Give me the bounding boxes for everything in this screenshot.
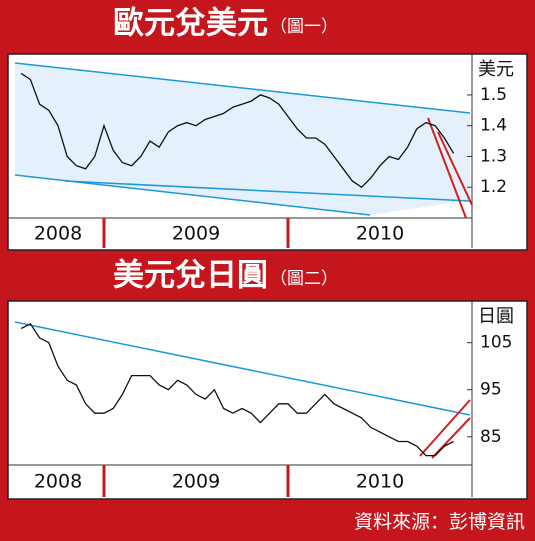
- x-tick-label: 2008: [34, 223, 82, 245]
- trend-channel: [437, 131, 473, 206]
- source-note: 資料來源：彭博資訊: [354, 511, 525, 533]
- price-line: [20, 322, 454, 457]
- chart-subtitle: （圖二）: [270, 269, 338, 289]
- trend-line: [14, 321, 471, 416]
- x-tick-label: 2010: [356, 471, 404, 493]
- y-tick-label: 85: [480, 427, 502, 447]
- y-tick-label: 1.5: [480, 85, 507, 105]
- trend-line: [64, 180, 471, 202]
- chart-title: 美元兌日圓: [113, 258, 268, 294]
- y-tick-label: 1.3: [480, 146, 507, 166]
- x-tick-label: 2010: [356, 223, 404, 245]
- trend-channel: [427, 117, 467, 219]
- x-tick-label: 2009: [172, 223, 220, 245]
- x-tick-label: 2008: [34, 471, 82, 493]
- y-tick-label: 95: [480, 380, 502, 400]
- trend-channel: [419, 399, 471, 457]
- trend-channel: [431, 417, 471, 459]
- y-axis-label: 日圓: [478, 306, 514, 327]
- x-tick-label: 2009: [172, 471, 220, 493]
- y-tick-label: 1.2: [480, 177, 507, 197]
- trend-line: [14, 62, 471, 114]
- chart-subtitle: （圖一）: [270, 17, 338, 37]
- price-line: [20, 72, 455, 189]
- chart-title: 歐元兌美元: [113, 6, 268, 42]
- panel-frame: [7, 300, 528, 500]
- y-tick-label: 105: [480, 333, 512, 353]
- y-tick-label: 1.4: [480, 116, 507, 136]
- y-axis-label: 美元: [478, 59, 514, 80]
